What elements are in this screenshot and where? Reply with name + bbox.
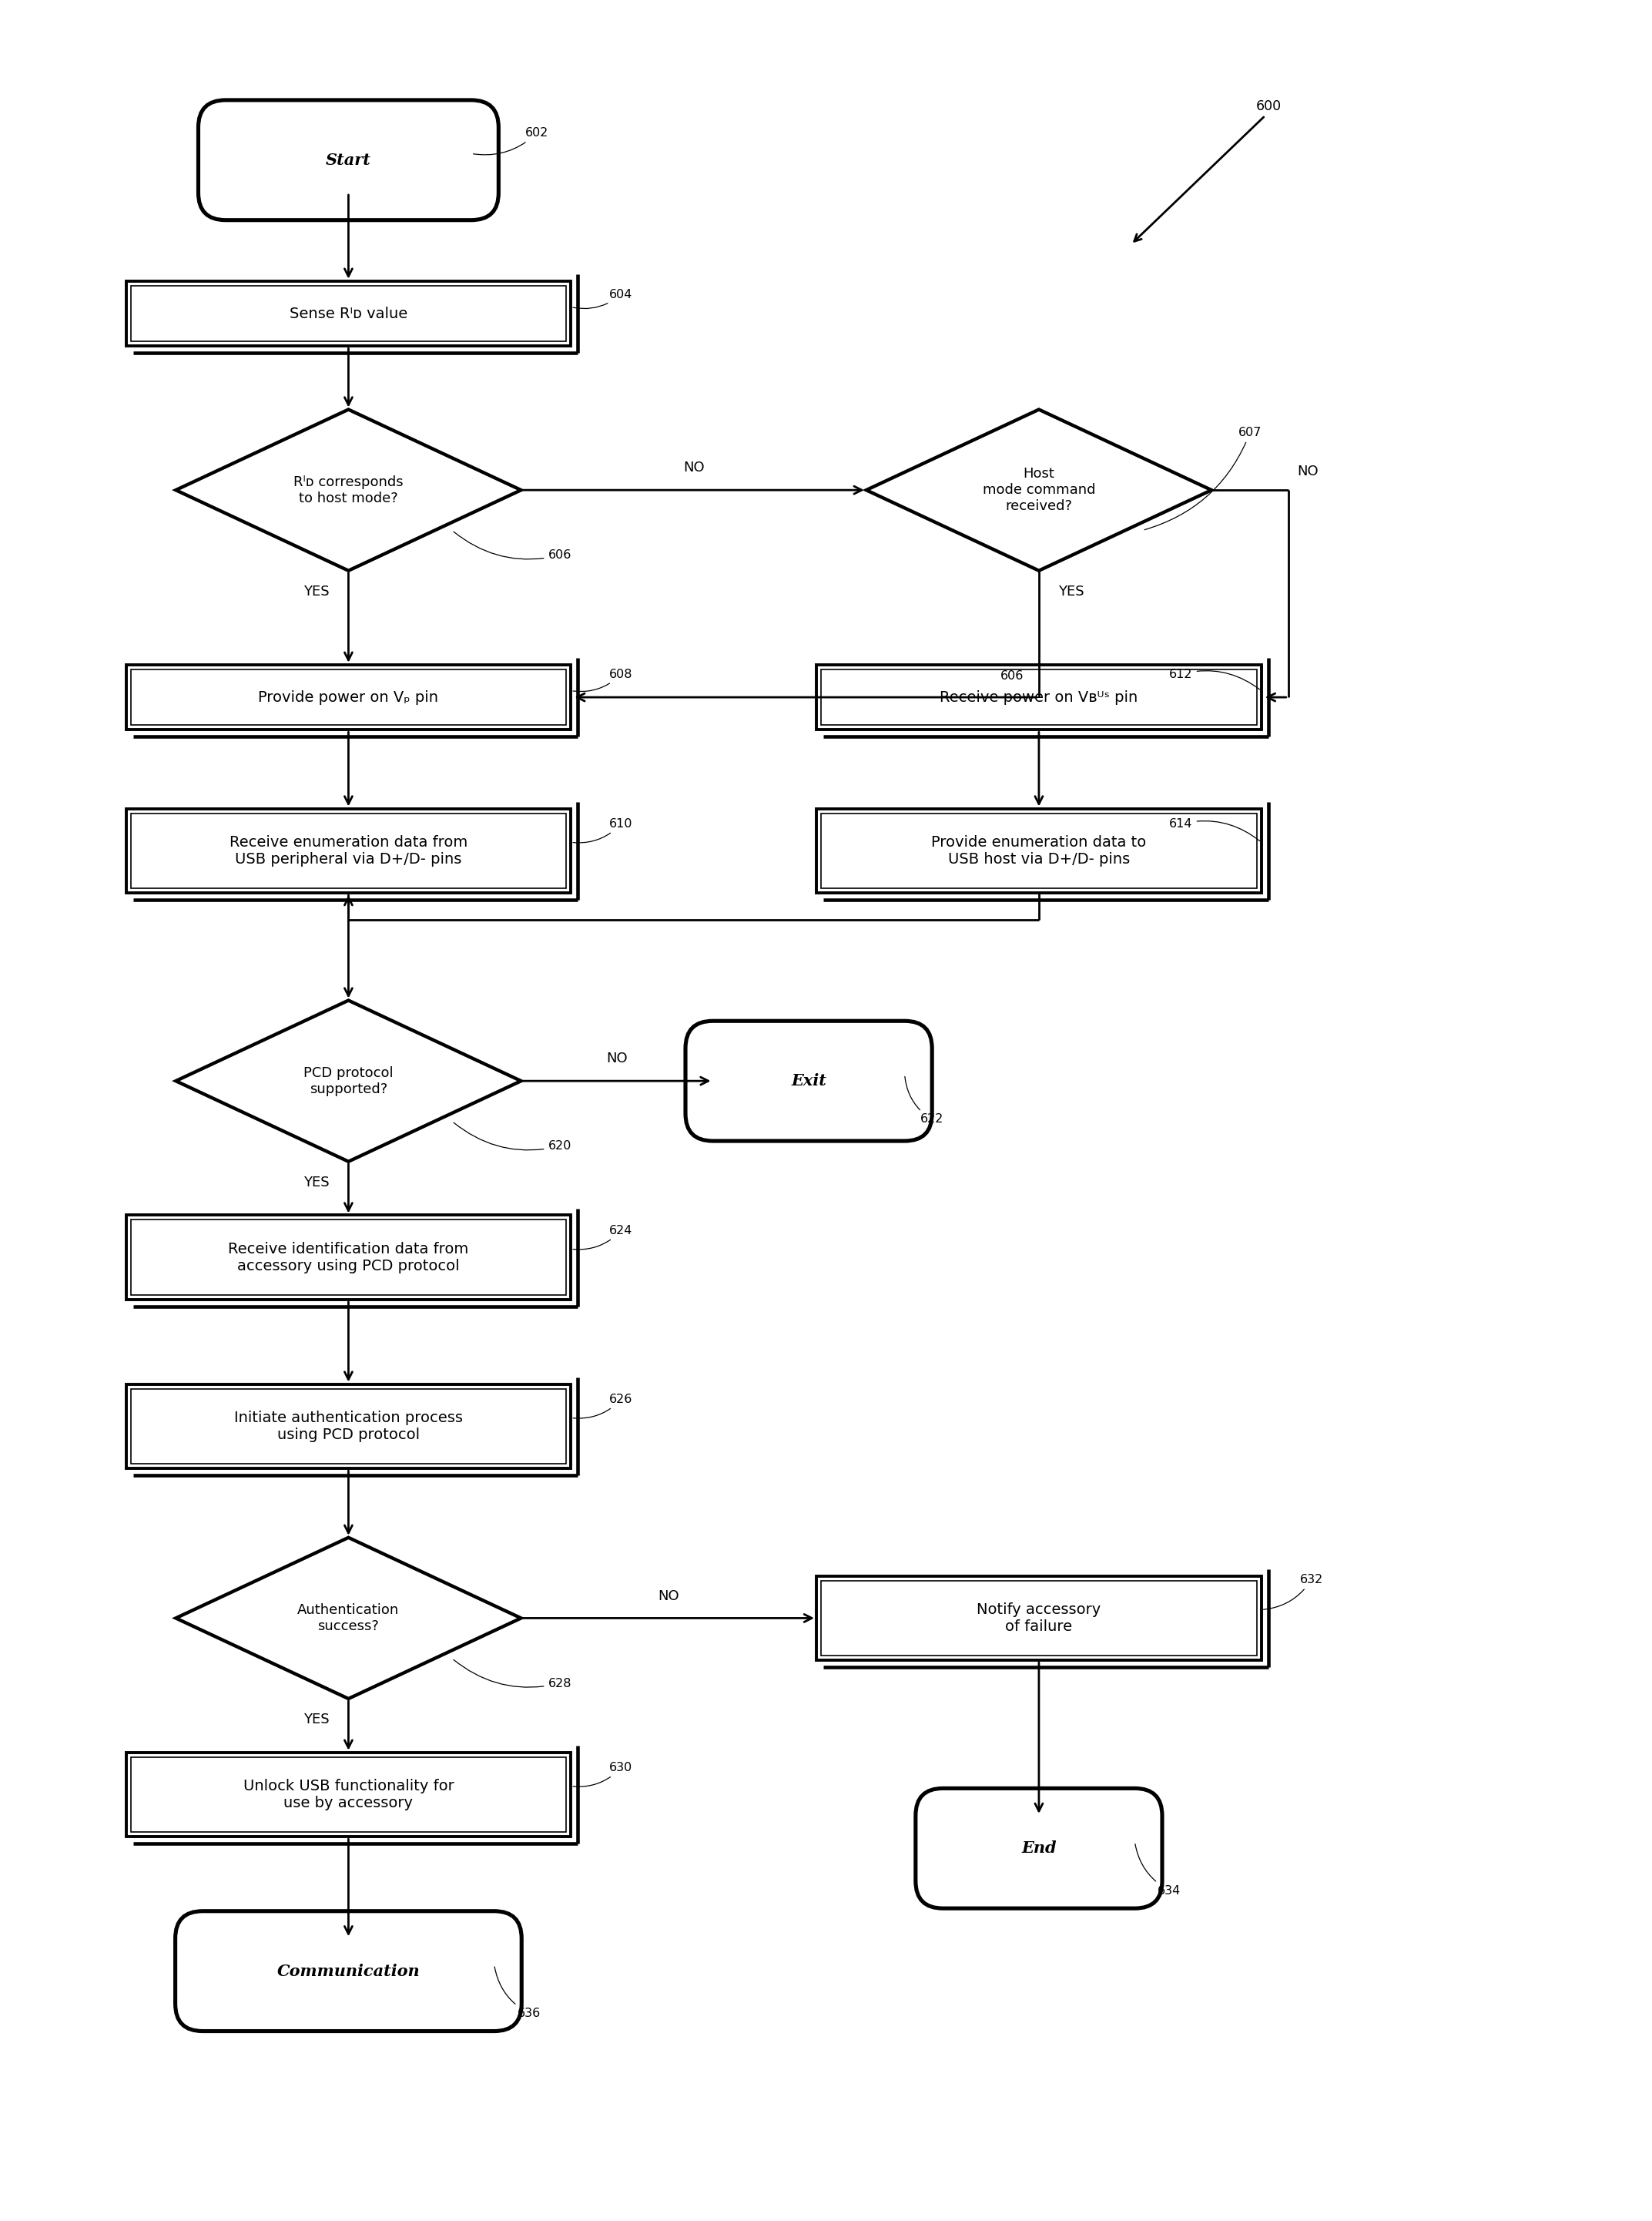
Text: Authentication
success?: Authentication success? [297, 1604, 400, 1632]
Text: PCD protocol
supported?: PCD protocol supported? [304, 1066, 393, 1095]
Bar [126, 808, 572, 893]
Bar [131, 669, 567, 726]
Bar [126, 664, 572, 731]
Text: 610: 610 [573, 817, 633, 842]
Text: Rᴵᴅ corresponds
to host mode?: Rᴵᴅ corresponds to host mode? [294, 475, 403, 504]
Bar [816, 808, 1262, 893]
Text: Start: Start [325, 153, 372, 169]
Text: Unlock USB functionality for
use by accessory: Unlock USB functionality for use by acce… [243, 1779, 454, 1810]
Text: Notify accessory
of failure: Notify accessory of failure [976, 1601, 1100, 1635]
Text: YES: YES [1057, 584, 1084, 597]
Text: Provide power on Vₚ pin: Provide power on Vₚ pin [258, 691, 438, 704]
Text: Exit: Exit [791, 1073, 826, 1088]
Text: 608: 608 [573, 669, 633, 691]
Bar [126, 1384, 572, 1468]
Bar [126, 282, 572, 346]
Polygon shape [175, 1537, 520, 1699]
Text: NO: NO [1297, 464, 1318, 478]
Text: Provide enumeration data to
USB host via D+/D- pins: Provide enumeration data to USB host via… [932, 835, 1146, 866]
Polygon shape [866, 409, 1211, 571]
Text: 622: 622 [905, 1077, 943, 1126]
Text: Receive identification data from
accessory using PCD protocol: Receive identification data from accesso… [228, 1242, 469, 1273]
Text: 628: 628 [454, 1659, 572, 1690]
Bar [816, 664, 1262, 731]
Text: Communication: Communication [278, 1963, 420, 1979]
Text: YES: YES [304, 1712, 329, 1726]
Polygon shape [175, 409, 520, 571]
FancyBboxPatch shape [686, 1022, 932, 1142]
Text: End: End [1021, 1841, 1057, 1857]
Text: 626: 626 [573, 1393, 633, 1419]
Bar [131, 813, 567, 888]
Text: NO: NO [606, 1053, 628, 1066]
Text: YES: YES [304, 584, 329, 597]
FancyBboxPatch shape [175, 1910, 522, 2032]
Text: YES: YES [304, 1175, 329, 1188]
Bar [816, 1577, 1262, 1661]
Bar [821, 669, 1257, 726]
Text: 620: 620 [454, 1122, 572, 1153]
Bar [131, 1219, 567, 1295]
Bar [131, 287, 567, 342]
Text: NO: NO [682, 460, 704, 475]
Text: 636: 636 [494, 1968, 540, 2019]
Text: 630: 630 [573, 1761, 633, 1786]
Text: Sense Rᴵᴅ value: Sense Rᴵᴅ value [289, 306, 408, 320]
Text: NO: NO [657, 1588, 679, 1604]
Text: 634: 634 [1135, 1843, 1181, 1897]
Bar [131, 1388, 567, 1464]
Text: 624: 624 [573, 1224, 633, 1250]
Text: Receive enumeration data from
USB peripheral via D+/D- pins: Receive enumeration data from USB periph… [230, 835, 468, 866]
Text: 600: 600 [1256, 100, 1282, 113]
Polygon shape [175, 999, 520, 1162]
Text: 606: 606 [454, 531, 572, 562]
Bar [821, 1581, 1257, 1655]
Text: 607: 607 [1145, 426, 1262, 531]
Bar [821, 813, 1257, 888]
Text: Host
mode command
received?: Host mode command received? [983, 466, 1095, 513]
Text: 606: 606 [999, 671, 1024, 682]
Bar [126, 1215, 572, 1299]
Text: Initiate authentication process
using PCD protocol: Initiate authentication process using PC… [235, 1410, 463, 1441]
Bar [126, 1752, 572, 1837]
FancyBboxPatch shape [915, 1788, 1161, 1908]
FancyBboxPatch shape [198, 100, 499, 220]
Text: 614: 614 [1170, 817, 1260, 842]
Text: 612: 612 [1170, 669, 1260, 689]
Text: 632: 632 [1264, 1575, 1323, 1610]
Text: 602: 602 [474, 127, 548, 155]
Text: Receive power on Vʙᵁˢ pin: Receive power on Vʙᵁˢ pin [940, 691, 1138, 704]
Bar [131, 1757, 567, 1832]
Text: 604: 604 [573, 289, 633, 309]
